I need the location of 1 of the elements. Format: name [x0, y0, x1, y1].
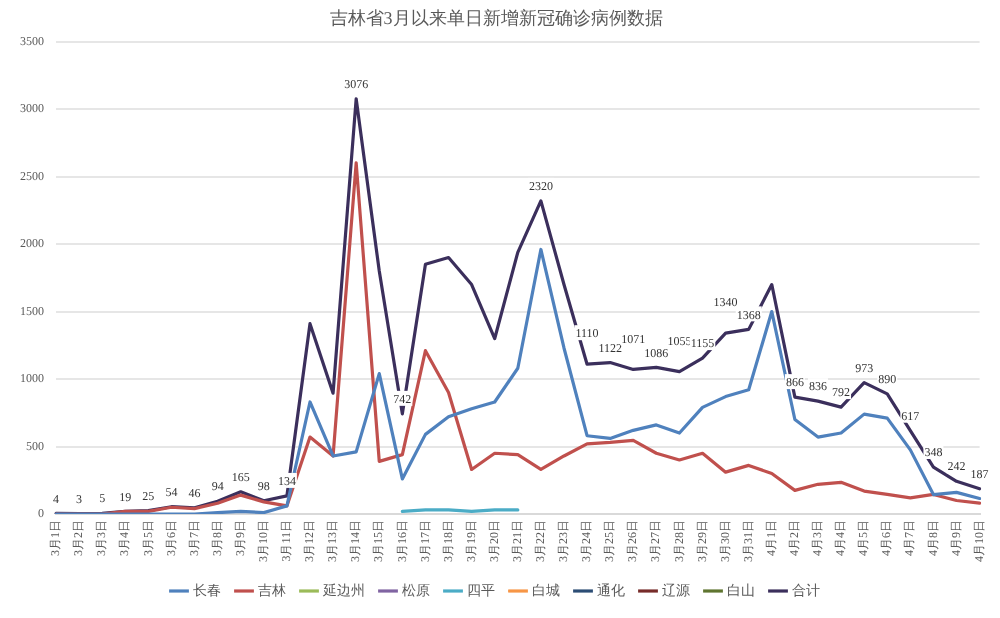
chart-title: 吉林省3月以来单日新增新冠确诊病例数据 — [329, 7, 663, 28]
